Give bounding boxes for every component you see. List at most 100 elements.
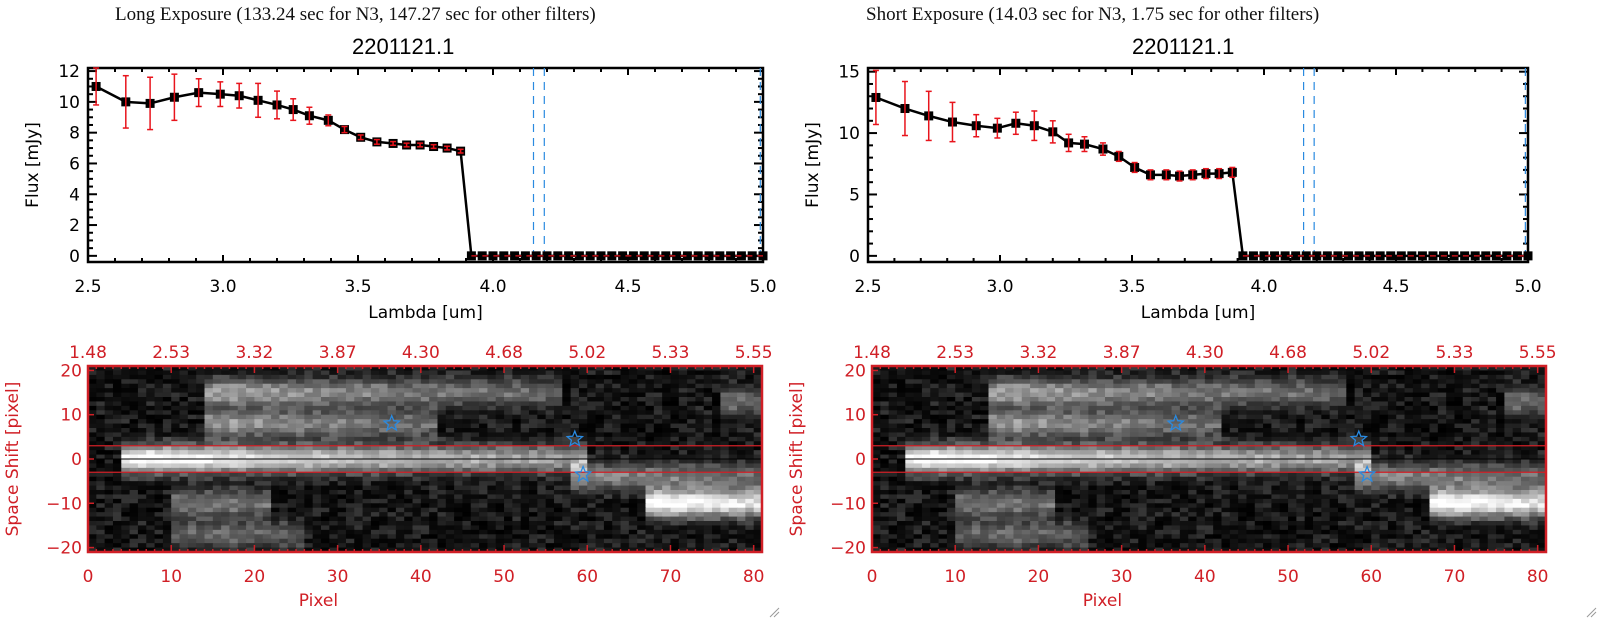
data-point (553, 251, 563, 261)
x-tick-label: 80 (743, 567, 765, 587)
y-tick-label: −20 (46, 539, 82, 559)
x-tick-label: 4.5 (614, 277, 641, 297)
x-tick-label: 2.5 (854, 277, 881, 297)
data-point (1322, 251, 1332, 261)
x-tick-label: 5.0 (749, 277, 776, 297)
data-point (1512, 251, 1522, 261)
resize-grip-icon (1586, 607, 1597, 618)
short-plot-title: 2201121.1 (1132, 34, 1235, 59)
data-point (574, 251, 584, 261)
y-tick-label: 0 (849, 247, 860, 267)
x-tick-label: 50 (493, 567, 515, 587)
top-wavelength-tick-label: 2.53 (936, 343, 974, 363)
data-point (510, 251, 520, 261)
top-wavelength-tick-label: 5.02 (568, 343, 606, 363)
top-wavelength-tick-label: 2.53 (152, 343, 190, 363)
data-point (520, 251, 530, 261)
long-exposure-title: Long Exposure (133.24 sec for N3, 147.27… (115, 4, 596, 25)
resize-grip-icon (769, 607, 780, 618)
y-tick-label: −10 (830, 494, 866, 514)
y-tick-label: −10 (46, 494, 82, 514)
data-point (1259, 251, 1269, 261)
data-point (726, 251, 736, 261)
x-tick-label: 30 (1111, 567, 1133, 587)
y-tick-label: 10 (844, 406, 866, 426)
data-point (1301, 251, 1311, 261)
data-point (1270, 251, 1280, 261)
x-tick-label: 40 (410, 567, 432, 587)
y-tick-label: 20 (844, 361, 866, 381)
x-tick-label: 30 (327, 567, 349, 587)
y-tick-label: 2 (69, 216, 80, 236)
data-point (499, 251, 509, 261)
data-point (1354, 251, 1364, 261)
star-marker-icon (1349, 429, 1369, 447)
image-pixels (872, 366, 1547, 553)
data-point (715, 251, 725, 261)
x-tick-label: 4.5 (1382, 277, 1409, 297)
x-tick-label: 4.0 (1250, 277, 1277, 297)
data-point (585, 251, 595, 261)
data-point (639, 251, 649, 261)
top-wavelength-tick-label: 3.87 (319, 343, 357, 363)
data-point (693, 251, 703, 261)
data-point (618, 251, 628, 261)
x-tick-label: 50 (1277, 567, 1299, 587)
top-wavelength-tick-label: 4.30 (402, 343, 440, 363)
resize-grip-left[interactable] (768, 606, 780, 618)
image-pixels (88, 366, 763, 553)
top-wavelength-tick-label: 5.33 (652, 343, 690, 363)
spectral-image-panel-1 (870, 364, 1548, 554)
x-tick-label: 80 (1527, 567, 1549, 587)
data-point (596, 251, 606, 261)
top-wavelength-tick-label: 3.32 (235, 343, 273, 363)
x-tick-label: 20 (1028, 567, 1050, 587)
y-tick-label: 0 (855, 450, 866, 470)
data-point (1343, 251, 1353, 261)
star-marker-icon (573, 464, 593, 483)
plot-frame (866, 66, 1530, 264)
x-tick-label: 60 (1360, 567, 1382, 587)
data-point (1523, 251, 1533, 261)
x-tick-label: 40 (1194, 567, 1216, 587)
x-tick-label: 60 (576, 567, 598, 587)
data-point (682, 251, 692, 261)
top-wavelength-tick-label: 3.87 (1103, 343, 1141, 363)
top-wavelength-tick-label: 5.55 (1519, 343, 1557, 363)
flux-line (95, 85, 763, 258)
x-tick-label: 2.5 (74, 277, 101, 297)
data-point (1280, 251, 1290, 261)
x-tick-label: 4.0 (479, 277, 506, 297)
y-tick-label: 5 (849, 185, 860, 205)
star-marker-icon (1357, 464, 1377, 483)
x-axis-label: Lambda [um] (1141, 303, 1255, 323)
x-tick-label: 70 (1444, 567, 1466, 587)
data-point (672, 251, 682, 261)
top-wavelength-tick-label: 4.68 (1269, 343, 1307, 363)
x-tick-label: 10 (944, 567, 966, 587)
star-marker-icon (382, 413, 401, 432)
top-wavelength-tick-label: 5.02 (1352, 343, 1390, 363)
data-point (650, 251, 660, 261)
top-wavelength-tick-label: 5.55 (735, 343, 773, 363)
data-point (607, 251, 617, 261)
data-point (736, 251, 746, 261)
star-marker-icon (565, 429, 585, 447)
long-plot-title: 2201121.1 (352, 34, 455, 59)
x-tick-label: 20 (244, 567, 266, 587)
y-tick-label: 6 (69, 154, 80, 174)
y-tick-label: 20 (60, 361, 82, 381)
y-tick-label: 10 (58, 93, 80, 113)
y-axis-label: Flux [mJy] (803, 122, 823, 208)
x-axis-label: Pixel (1083, 591, 1122, 611)
spectral-image-panel-0 (86, 364, 764, 554)
data-point (628, 251, 638, 261)
x-tick-label: 0 (83, 567, 94, 587)
resize-grip-right[interactable] (1585, 606, 1597, 618)
data-point (477, 251, 487, 261)
y-tick-label: 0 (69, 247, 80, 267)
y-tick-label: 0 (71, 450, 82, 470)
data-point (542, 251, 552, 261)
y-axis-label: Flux [mJy] (23, 122, 43, 208)
